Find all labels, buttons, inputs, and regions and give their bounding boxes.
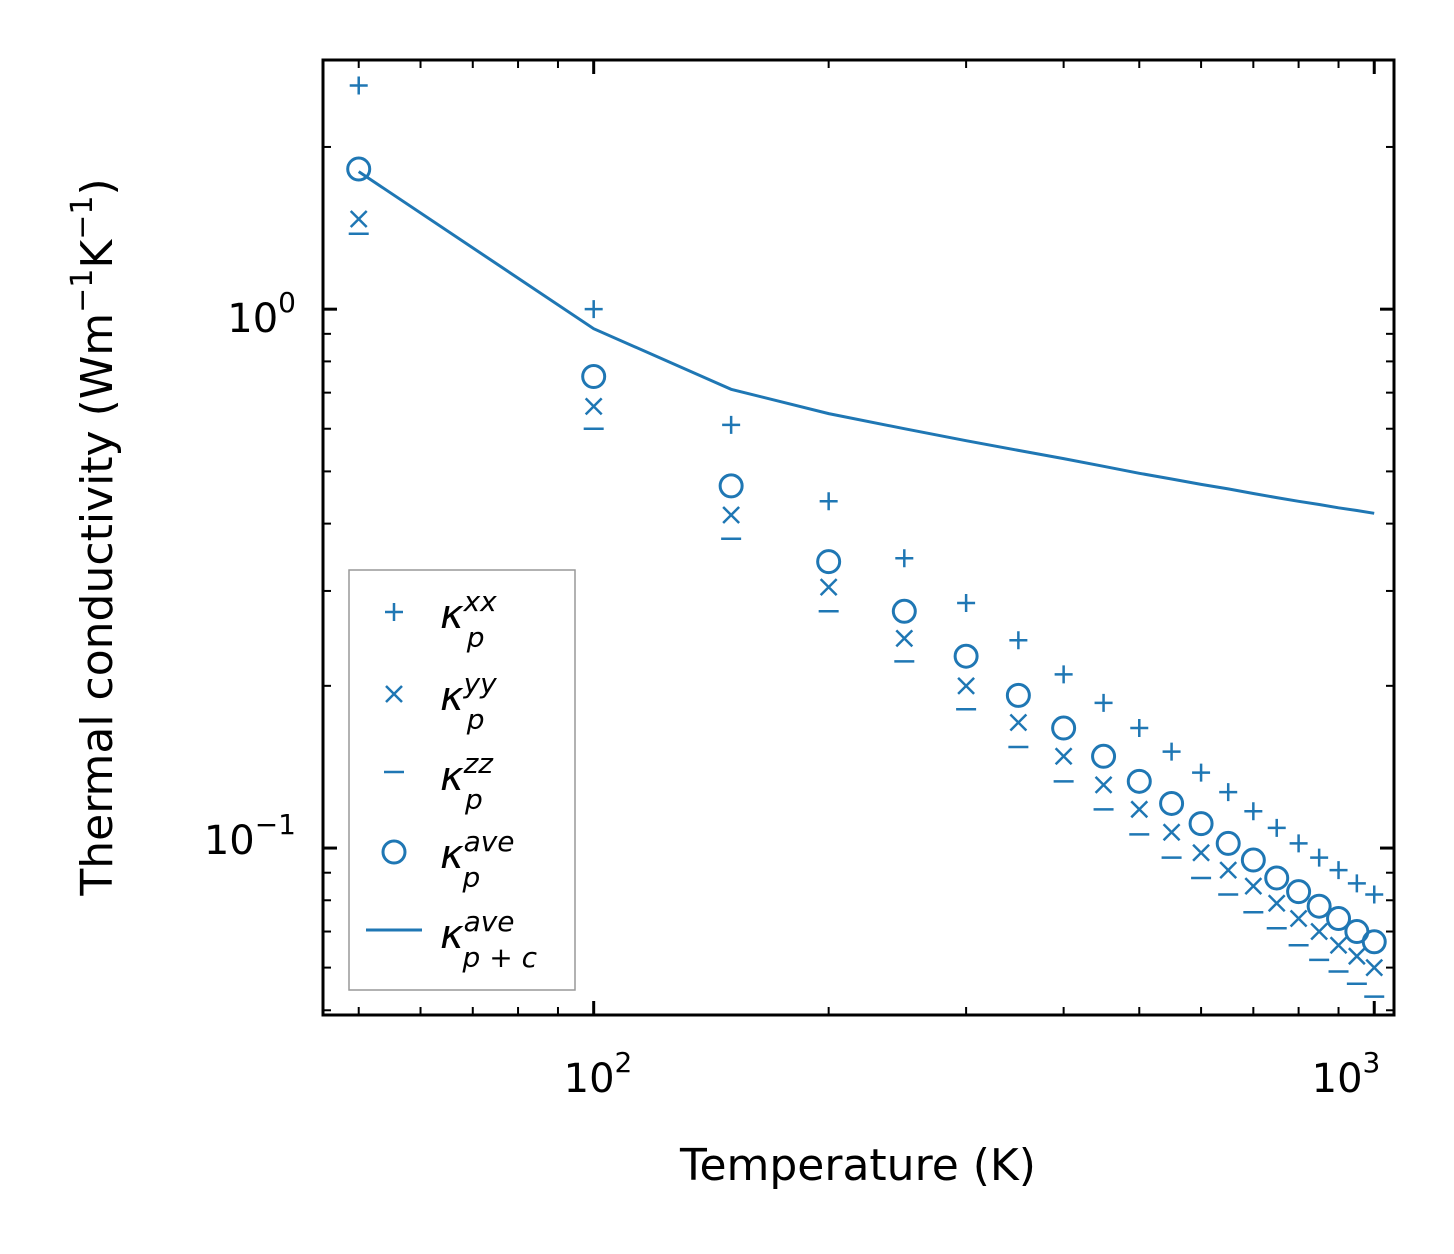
- data-point-circle-550K: [1159, 790, 1185, 816]
- data-point-circle-300K: [953, 643, 979, 669]
- data-point-x-550K: [1162, 823, 1181, 842]
- data-point-circle-100K: [581, 364, 607, 390]
- legend-label-kxx: κxx p: [440, 585, 497, 654]
- data-point-plus-100K: [584, 300, 603, 319]
- data-point-x-150K: [722, 506, 741, 524]
- data-point-x-1000K: [1365, 958, 1384, 977]
- plot-data-layer: [346, 76, 1387, 998]
- data-point-plus-300K: [957, 593, 976, 612]
- data-point-circle-400K: [1051, 715, 1077, 741]
- data-point-plus-200K: [819, 492, 838, 511]
- data-point-plus-350K: [1009, 631, 1028, 650]
- data-point-x-400K: [1054, 747, 1073, 766]
- x-tick-label-1000: 103: [1312, 1046, 1381, 1102]
- data-point-plus-950K: [1347, 874, 1366, 893]
- data-point-circle-900K: [1326, 906, 1352, 932]
- legend-marker-plus: [385, 603, 403, 621]
- legend-label-kzz: κzz p: [440, 747, 494, 816]
- x-axis-label: Temperature (K): [679, 1140, 1036, 1191]
- data-point-x-650K: [1219, 861, 1238, 880]
- data-point-circle-650K: [1215, 830, 1241, 856]
- data-point-plus-550K: [1162, 742, 1181, 761]
- plot-frame: [321, 58, 1396, 1017]
- data-point-plus-900K: [1329, 861, 1348, 880]
- legend: κxx p κyy p κzz p κave p κave p + c: [348, 569, 576, 991]
- data-point-circle-850K: [1306, 893, 1332, 919]
- y-tick-label-0.1: 10−1: [204, 808, 296, 864]
- data-point-plus-850K: [1310, 848, 1329, 867]
- data-point-x-450K: [1094, 775, 1113, 794]
- data-point-x-700K: [1244, 877, 1263, 895]
- legend-label-kpc-ave: κave p + c: [440, 905, 538, 974]
- data-point-x-800K: [1289, 909, 1308, 928]
- data-point-plus-1000K: [1365, 885, 1384, 904]
- data-point-x-300K: [957, 676, 975, 695]
- data-point-x-350K: [1009, 713, 1028, 732]
- data-point-x-100K: [584, 397, 603, 416]
- data-point-plus-650K: [1219, 783, 1238, 802]
- data-point-x-750K: [1267, 894, 1286, 913]
- legend-frame: [348, 569, 576, 991]
- legend-label-kyy: κyy p: [440, 667, 497, 736]
- legend-label-kave: κave p: [440, 825, 515, 894]
- data-point-plus-800K: [1289, 834, 1308, 853]
- data-point-circle-250K: [891, 598, 917, 624]
- data-point-circle-1000K: [1361, 929, 1387, 955]
- data-point-circle-700K: [1240, 847, 1266, 873]
- data-point-circle-600K: [1188, 811, 1214, 837]
- data-point-x-900K: [1329, 936, 1348, 955]
- data-point-plus-600K: [1192, 763, 1211, 782]
- data-point-plus-450K: [1094, 693, 1113, 712]
- data-point-circle-150K: [718, 473, 744, 499]
- data-point-circle-50K: [346, 156, 372, 182]
- series-line-kpc-ave: [357, 170, 1375, 515]
- data-point-circle-200K: [816, 549, 842, 575]
- data-point-x-850K: [1310, 922, 1329, 941]
- data-point-circle-350K: [1005, 682, 1031, 708]
- y-tick-label-1: 100: [227, 286, 296, 342]
- data-point-plus-750K: [1267, 818, 1286, 837]
- data-point-circle-800K: [1286, 879, 1312, 905]
- data-point-x-600K: [1192, 843, 1210, 862]
- data-point-plus-700K: [1244, 802, 1263, 821]
- data-point-circle-450K: [1091, 743, 1117, 769]
- data-point-plus-500K: [1130, 719, 1149, 738]
- data-point-x-950K: [1347, 947, 1366, 966]
- data-point-x-200K: [819, 578, 838, 596]
- data-point-circle-750K: [1264, 865, 1290, 891]
- data-point-circle-500K: [1126, 768, 1152, 794]
- legend-marker-circle: [381, 839, 407, 865]
- legend-markers: [366, 603, 422, 932]
- y-axis-label: Thermal conductivity (Wm−1K−1): [65, 178, 123, 896]
- data-point-plus-400K: [1054, 665, 1073, 684]
- legend-marker-x: [385, 685, 403, 703]
- x-tick-label-100: 102: [564, 1046, 633, 1102]
- data-point-x-50K: [349, 210, 368, 228]
- data-point-plus-250K: [895, 549, 914, 568]
- data-point-x-250K: [895, 629, 914, 648]
- data-point-plus-150K: [722, 415, 741, 434]
- data-point-plus-50K: [349, 76, 368, 95]
- data-point-x-500K: [1130, 800, 1149, 819]
